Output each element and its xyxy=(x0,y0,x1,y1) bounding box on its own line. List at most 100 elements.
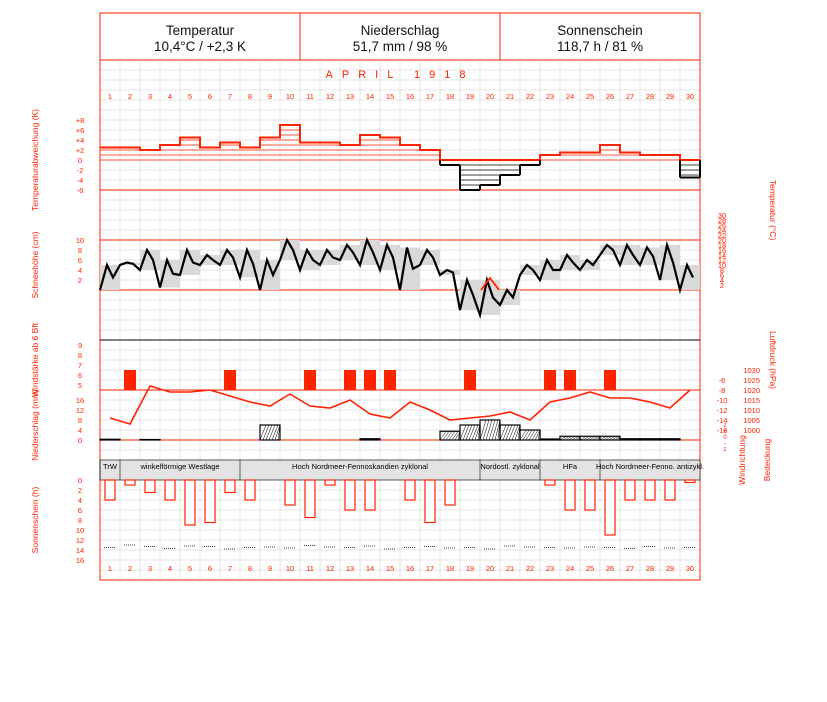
day-label-top: 26 xyxy=(606,92,614,101)
precip-hatch xyxy=(277,424,281,441)
precip-hatch xyxy=(531,429,539,441)
snow-marker xyxy=(480,276,500,291)
wind-right-tick: -8 xyxy=(719,386,726,395)
precip-hatch xyxy=(471,424,479,441)
precip-hatch xyxy=(271,424,279,441)
wind-bar xyxy=(544,370,556,390)
sunshine-bar xyxy=(364,479,376,511)
wind-tick: 6 xyxy=(78,371,82,380)
precip-hatch xyxy=(668,438,676,441)
precip-hatch xyxy=(359,438,367,441)
precip-tick: 8 xyxy=(78,416,82,425)
precip-hatch xyxy=(522,429,530,441)
sunshine-tick: 8 xyxy=(78,516,82,525)
header-sunshine: Sonnenschein 118,7 h / 81 % xyxy=(500,13,700,60)
precip-hatch xyxy=(545,438,553,441)
precip-hatch xyxy=(579,436,587,441)
wind-bar xyxy=(384,370,396,390)
precip-hatch xyxy=(102,439,110,441)
day-label-top: 5 xyxy=(188,92,192,101)
precip-hatch xyxy=(485,419,493,441)
temp-anomaly-label: Temperaturabweichung (K) xyxy=(30,109,40,211)
temp-tick: 22 xyxy=(718,231,726,240)
wind-tick: 5 xyxy=(78,381,82,390)
precip-tick: 4 xyxy=(78,426,82,435)
precip-hatch xyxy=(559,436,567,441)
sunshine-bar xyxy=(564,479,576,511)
precip-hatch xyxy=(274,424,281,441)
wind-bar xyxy=(464,370,476,390)
precip-hatch xyxy=(528,429,536,441)
header-precipitation: Niederschlag 51,7 mm / 98 % xyxy=(300,13,500,60)
sunshine-bar xyxy=(104,479,116,501)
precip-hatch xyxy=(371,438,379,441)
precip-hatch xyxy=(265,424,273,441)
temp-tick: 24 xyxy=(718,226,726,235)
day-label-top: 16 xyxy=(406,92,414,101)
precip-hatch xyxy=(519,429,527,441)
sunshine-bar xyxy=(444,479,456,506)
sunshine-bar xyxy=(244,479,256,501)
precip-hatch xyxy=(459,424,467,441)
precip-hatch xyxy=(674,438,681,441)
day-label-top: 19 xyxy=(466,92,474,101)
precip-hatch xyxy=(511,424,519,441)
temp-tick: 26 xyxy=(718,221,726,230)
pressure-tick: 1005 xyxy=(743,416,760,425)
precip-hatch xyxy=(671,438,679,441)
precip-hatch xyxy=(462,424,470,441)
wind-right-tick: -16 xyxy=(717,426,728,435)
wind-label: Windstärke ab 6 Bft xyxy=(30,322,40,397)
day-label-top: 20 xyxy=(486,92,494,101)
wind-right-tick: -14 xyxy=(717,416,728,425)
temp-tick: 2 xyxy=(720,281,724,290)
day-label-top: 25 xyxy=(586,92,594,101)
snow-tick: 2 xyxy=(78,276,82,285)
precip-hatch xyxy=(539,438,547,441)
weather-type-label: Hoch Nordmeer-Fenno. antizykl. xyxy=(596,462,704,471)
precip-hatch xyxy=(497,419,501,441)
sunshine-bar xyxy=(164,479,176,501)
precip-hatch xyxy=(574,436,581,441)
pressure-tick: 1015 xyxy=(743,396,760,405)
header-sun-value: 118,7 h / 81 % xyxy=(556,39,644,54)
precip-hatch xyxy=(662,438,670,441)
header-precip-value: 51,7 mm / 98 % xyxy=(352,39,448,54)
sunshine-bar xyxy=(144,479,156,494)
sunshine-tick: 2 xyxy=(78,486,82,495)
day-label-bottom: 11 xyxy=(306,564,314,573)
precip-hatch xyxy=(105,439,113,441)
anomaly-tick: 0 xyxy=(78,156,82,165)
precip-hatch xyxy=(568,436,576,441)
temp-tick: 4 xyxy=(720,276,724,285)
day-label-top: 11 xyxy=(306,92,314,101)
precip-hatch xyxy=(499,424,507,441)
sunshine-bar xyxy=(624,479,636,501)
day-label-bottom: 18 xyxy=(446,564,454,573)
sunshine-bar xyxy=(664,479,676,501)
sunshine-bar xyxy=(684,479,696,484)
day-label-bottom: 15 xyxy=(386,564,394,573)
day-label-bottom: 6 xyxy=(208,564,212,573)
precip-hatch xyxy=(594,436,601,441)
day-label-top: 17 xyxy=(426,92,434,101)
precip-hatch xyxy=(377,438,381,441)
anomaly-tick: +4 xyxy=(76,136,85,145)
precip-hatch xyxy=(537,429,541,441)
day-label-top: 1 xyxy=(108,92,112,101)
precip-hatch xyxy=(654,438,661,441)
sunshine-bar xyxy=(304,479,316,519)
precip-hatch xyxy=(617,436,621,441)
precip-hatch xyxy=(588,436,596,441)
precip-hatch xyxy=(619,438,627,441)
day-label-top: 4 xyxy=(168,92,172,101)
header-sun-title: Sonnenschein xyxy=(557,23,643,38)
day-label-bottom: 26 xyxy=(606,564,614,573)
pressure-label: Luftdruck (hPa) xyxy=(768,331,778,389)
precip-bar xyxy=(259,424,281,441)
precip-hatch xyxy=(648,438,656,441)
precip-hatch xyxy=(608,436,616,441)
day-label-bottom: 20 xyxy=(486,564,494,573)
day-label-top: 24 xyxy=(566,92,574,101)
temp-tick: 18 xyxy=(718,241,726,250)
